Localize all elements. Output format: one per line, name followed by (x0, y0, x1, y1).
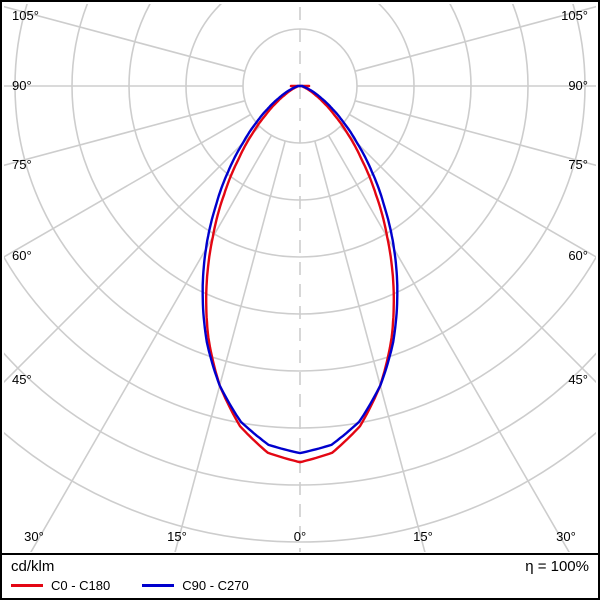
legend-row-series: C0 - C180 C90 - C270 (11, 578, 589, 593)
angle-tick-label: 90° (12, 78, 32, 93)
series-color-sample-c0 (11, 584, 43, 587)
angle-tick-label: 30° (556, 529, 576, 544)
angle-tick-label: 45° (568, 372, 588, 387)
series-label-c0: C0 - C180 (51, 578, 111, 593)
angle-tick-label: 15° (413, 529, 433, 544)
legend-row-top: cd/klm η = 100% (11, 558, 589, 576)
series-label-c90: C90 - C270 (182, 578, 249, 593)
angle-tick-label: 105° (12, 8, 39, 23)
angle-tick-label: 45° (12, 372, 32, 387)
legend-item-c90-c270: C90 - C270 (142, 578, 249, 593)
angle-tick-label: 90° (568, 78, 588, 93)
angle-tick-label: 75° (12, 157, 32, 172)
angle-tick-label: 15° (167, 529, 187, 544)
angle-tick-label: 0° (294, 529, 306, 544)
angle-tick-label: 75° (568, 157, 588, 172)
angle-tick-label: 105° (561, 8, 588, 23)
series-color-sample-c90 (142, 584, 175, 587)
legend: cd/klm η = 100% C0 - C180 C90 - C270 (2, 553, 598, 598)
angle-tick-label: 60° (568, 248, 588, 263)
efficiency-label: η = 100% (525, 558, 589, 575)
legend-item-c0-c180: C0 - C180 (11, 578, 110, 593)
unit-label: cd/klm (11, 558, 55, 575)
angle-tick-label: 30° (24, 529, 44, 544)
angle-tick-label: 60° (12, 248, 32, 263)
